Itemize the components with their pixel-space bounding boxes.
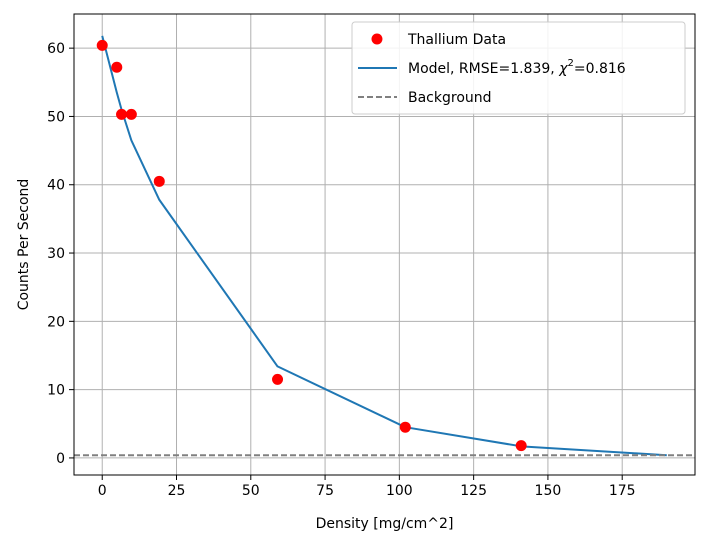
x-tick-label: 25 (168, 483, 186, 499)
legend-label-background: Background (408, 90, 492, 106)
x-tick-label: 125 (460, 483, 487, 499)
x-tick-label: 100 (386, 483, 413, 499)
legend-box (351, 21, 686, 115)
y-tick-label: 20 (47, 314, 65, 330)
x-tick-label: 75 (316, 483, 334, 499)
y-tick-label: 0 (56, 451, 65, 467)
legend: Thallium Data Model, RMSE=1.839, χ2=0.81… (351, 21, 686, 115)
x-tick-label: 50 (242, 483, 260, 499)
y-tick-label: 30 (47, 246, 65, 262)
y-axis-label: Counts Per Second (16, 179, 32, 311)
axes-frame (73, 13, 696, 476)
data-point (515, 440, 527, 452)
x-tick-label: 175 (609, 483, 636, 499)
y-tick-label: 60 (47, 41, 65, 57)
data-point (272, 373, 284, 385)
axis-ticks: 0 25 50 75 100 125 150 175 0 10 20 30 40 50 60 (47, 41, 635, 499)
data-point (111, 61, 123, 73)
plot-area (74, 35, 695, 457)
model-line (101, 35, 667, 457)
x-tick-label: 150 (535, 483, 562, 499)
legend-label-data: Thallium Data (407, 32, 506, 48)
data-point (116, 108, 128, 120)
data-point (399, 421, 411, 433)
y-tick-label: 50 (47, 109, 65, 125)
x-tick-label: 0 (98, 483, 107, 499)
legend-label-model: Model, RMSE=1.839, χ2=0.816 (408, 58, 626, 77)
data-point (125, 108, 137, 120)
x-axis-label: Density [mg/cm^2] (316, 516, 454, 532)
y-tick-label: 10 (47, 383, 65, 399)
data-point (153, 175, 165, 187)
data-point (96, 39, 108, 51)
legend-marker-data (371, 33, 383, 45)
y-tick-label: 40 (47, 178, 65, 194)
